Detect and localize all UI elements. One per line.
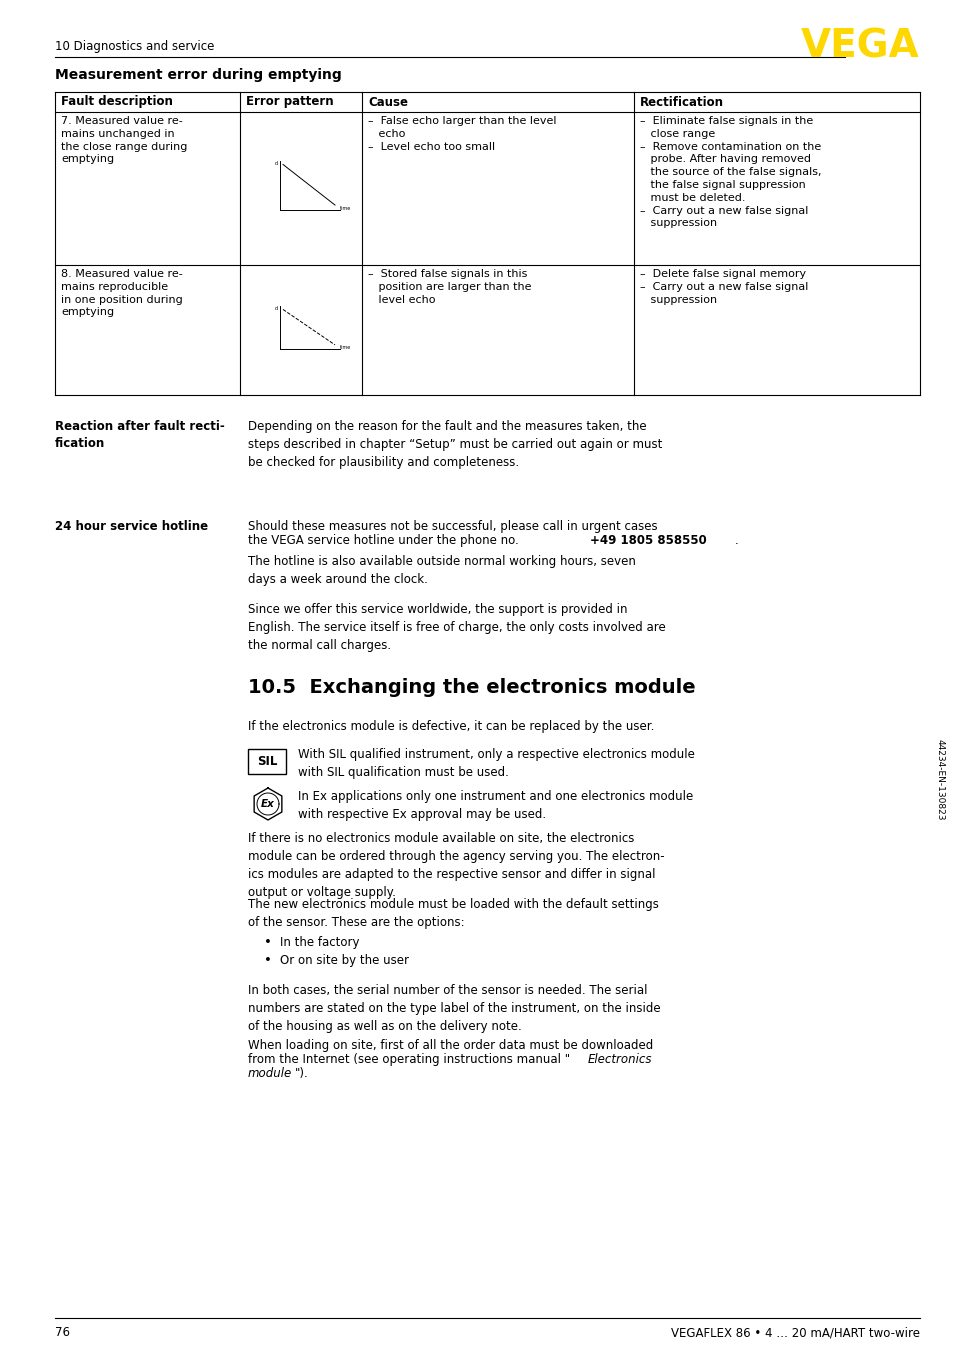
Text: With SIL qualified instrument, only a respective electronics module
with SIL qua: With SIL qualified instrument, only a re… — [297, 747, 694, 779]
Text: ").: "). — [294, 1067, 309, 1080]
Text: 10.5  Exchanging the electronics module: 10.5 Exchanging the electronics module — [248, 678, 695, 697]
Text: Or on site by the user: Or on site by the user — [280, 955, 409, 967]
Text: SIL: SIL — [256, 754, 277, 768]
Text: When loading on site, first of all the order data must be downloaded: When loading on site, first of all the o… — [248, 1039, 653, 1052]
Text: –  Eliminate false signals in the
   close range
–  Remove contamination on the
: – Eliminate false signals in the close r… — [639, 116, 821, 229]
Text: •: • — [264, 936, 272, 949]
Text: +49 1805 858550: +49 1805 858550 — [589, 533, 706, 547]
Text: VEGAFLEX 86 • 4 … 20 mA/HART two-wire: VEGAFLEX 86 • 4 … 20 mA/HART two-wire — [670, 1326, 919, 1339]
Text: module: module — [248, 1067, 292, 1080]
Text: Ex: Ex — [261, 799, 274, 808]
Text: Measurement error during emptying: Measurement error during emptying — [55, 68, 341, 83]
Text: Cause: Cause — [368, 96, 408, 108]
Text: d: d — [274, 306, 277, 311]
Text: –  Stored false signals in this
   position are larger than the
   level echo: – Stored false signals in this position … — [368, 269, 531, 305]
Text: 24 hour service hotline: 24 hour service hotline — [55, 520, 208, 533]
Text: Should these measures not be successful, please call in urgent cases: Should these measures not be successful,… — [248, 520, 657, 533]
Text: •: • — [264, 955, 272, 967]
Text: time: time — [339, 206, 351, 211]
Text: Error pattern: Error pattern — [246, 96, 334, 108]
Text: In the factory: In the factory — [280, 936, 359, 949]
Text: the VEGA service hotline under the phone no.: the VEGA service hotline under the phone… — [248, 533, 522, 547]
Text: Fault description: Fault description — [61, 96, 172, 108]
Text: –  Delete false signal memory
–  Carry out a new false signal
   suppression: – Delete false signal memory – Carry out… — [639, 269, 807, 305]
Text: The hotline is also available outside normal working hours, seven
days a week ar: The hotline is also available outside no… — [248, 555, 636, 586]
Text: 8. Measured value re-
mains reproducible
in one position during
emptying: 8. Measured value re- mains reproducible… — [61, 269, 183, 317]
Text: If the electronics module is defective, it can be replaced by the user.: If the electronics module is defective, … — [248, 720, 654, 733]
Text: from the Internet (see operating instructions manual ": from the Internet (see operating instruc… — [248, 1053, 570, 1066]
Text: In both cases, the serial number of the sensor is needed. The serial
numbers are: In both cases, the serial number of the … — [248, 984, 659, 1033]
Text: The new electronics module must be loaded with the default settings
of the senso: The new electronics module must be loade… — [248, 898, 659, 929]
Text: Depending on the reason for the fault and the measures taken, the
steps describe: Depending on the reason for the fault an… — [248, 420, 661, 468]
Text: VEGA: VEGA — [801, 28, 919, 66]
Text: Since we offer this service worldwide, the support is provided in
English. The s: Since we offer this service worldwide, t… — [248, 603, 665, 653]
Text: 7. Measured value re-
mains unchanged in
the close range during
emptying: 7. Measured value re- mains unchanged in… — [61, 116, 187, 164]
Text: time: time — [339, 345, 351, 351]
Text: If there is no electronics module available on site, the electronics
module can : If there is no electronics module availa… — [248, 831, 664, 899]
Text: 76: 76 — [55, 1326, 70, 1339]
Text: –  False echo larger than the level
   echo
–  Level echo too small: – False echo larger than the level echo … — [368, 116, 556, 152]
Text: d: d — [274, 161, 277, 165]
Bar — [248, 749, 286, 774]
Text: 44234-EN-130823: 44234-EN-130823 — [935, 739, 943, 821]
Text: Reaction after fault recti-
fication: Reaction after fault recti- fication — [55, 420, 225, 450]
Text: Rectification: Rectification — [639, 96, 723, 108]
Text: In Ex applications only one instrument and one electronics module
with respectiv: In Ex applications only one instrument a… — [297, 789, 693, 821]
Text: 10 Diagnostics and service: 10 Diagnostics and service — [55, 41, 214, 53]
Text: Electronics: Electronics — [587, 1053, 652, 1066]
Text: .: . — [734, 533, 738, 547]
